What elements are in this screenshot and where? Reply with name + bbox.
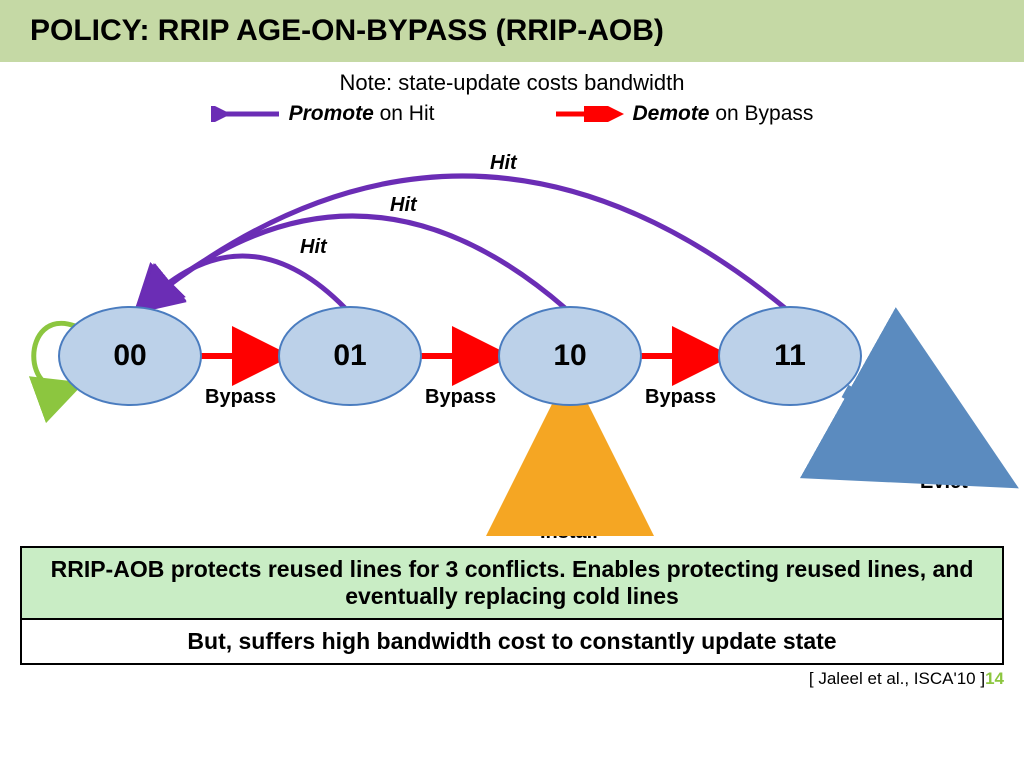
hit-label: Hit <box>490 152 517 175</box>
slide-title: POLICY: RRIP AGE-ON-BYPASS (RRIP-AOB) <box>0 0 1024 62</box>
legend-promote: Promote on Hit <box>211 102 435 126</box>
state-node-00: 00 <box>58 306 202 406</box>
install-label: Install <box>540 521 598 544</box>
summary-box-1: RRIP-AOB protects reused lines for 3 con… <box>20 546 1004 620</box>
legend-demote-bold: Demote <box>632 102 709 125</box>
summary-box-2: But, suffers high bandwidth cost to cons… <box>20 618 1004 665</box>
page-number: 14 <box>985 669 1004 688</box>
bypass-label: Bypass <box>205 386 276 409</box>
citation-text: [ Jaleel et al., ISCA'10 ] <box>809 669 985 688</box>
promote-arrow-icon <box>211 106 281 122</box>
legend-promote-bold: Promote <box>289 102 374 125</box>
legend-demote-rest: on Bypass <box>710 102 814 125</box>
bypass-label: Bypass <box>645 386 716 409</box>
legend-demote: Demote on Bypass <box>554 102 813 126</box>
legend: Promote on Hit Demote on Bypass <box>0 102 1024 126</box>
state-node-11: 11 <box>718 306 862 406</box>
evict-label: Evict <box>920 471 968 494</box>
state-node-10: 10 <box>498 306 642 406</box>
legend-promote-rest: on Hit <box>374 102 435 125</box>
note-text: Note: state-update costs bandwidth <box>0 70 1024 96</box>
hit-label: Hit <box>300 236 327 259</box>
hit-label: Hit <box>390 194 417 217</box>
state-node-01: 01 <box>278 306 422 406</box>
demote-arrow-icon <box>554 106 624 122</box>
state-diagram: Bypass Bypass Bypass Hit Hit Hit Install Evict 0… <box>0 126 1024 546</box>
citation: [ Jaleel et al., ISCA'10 ]14 <box>0 665 1024 689</box>
bypass-label: Bypass <box>425 386 496 409</box>
